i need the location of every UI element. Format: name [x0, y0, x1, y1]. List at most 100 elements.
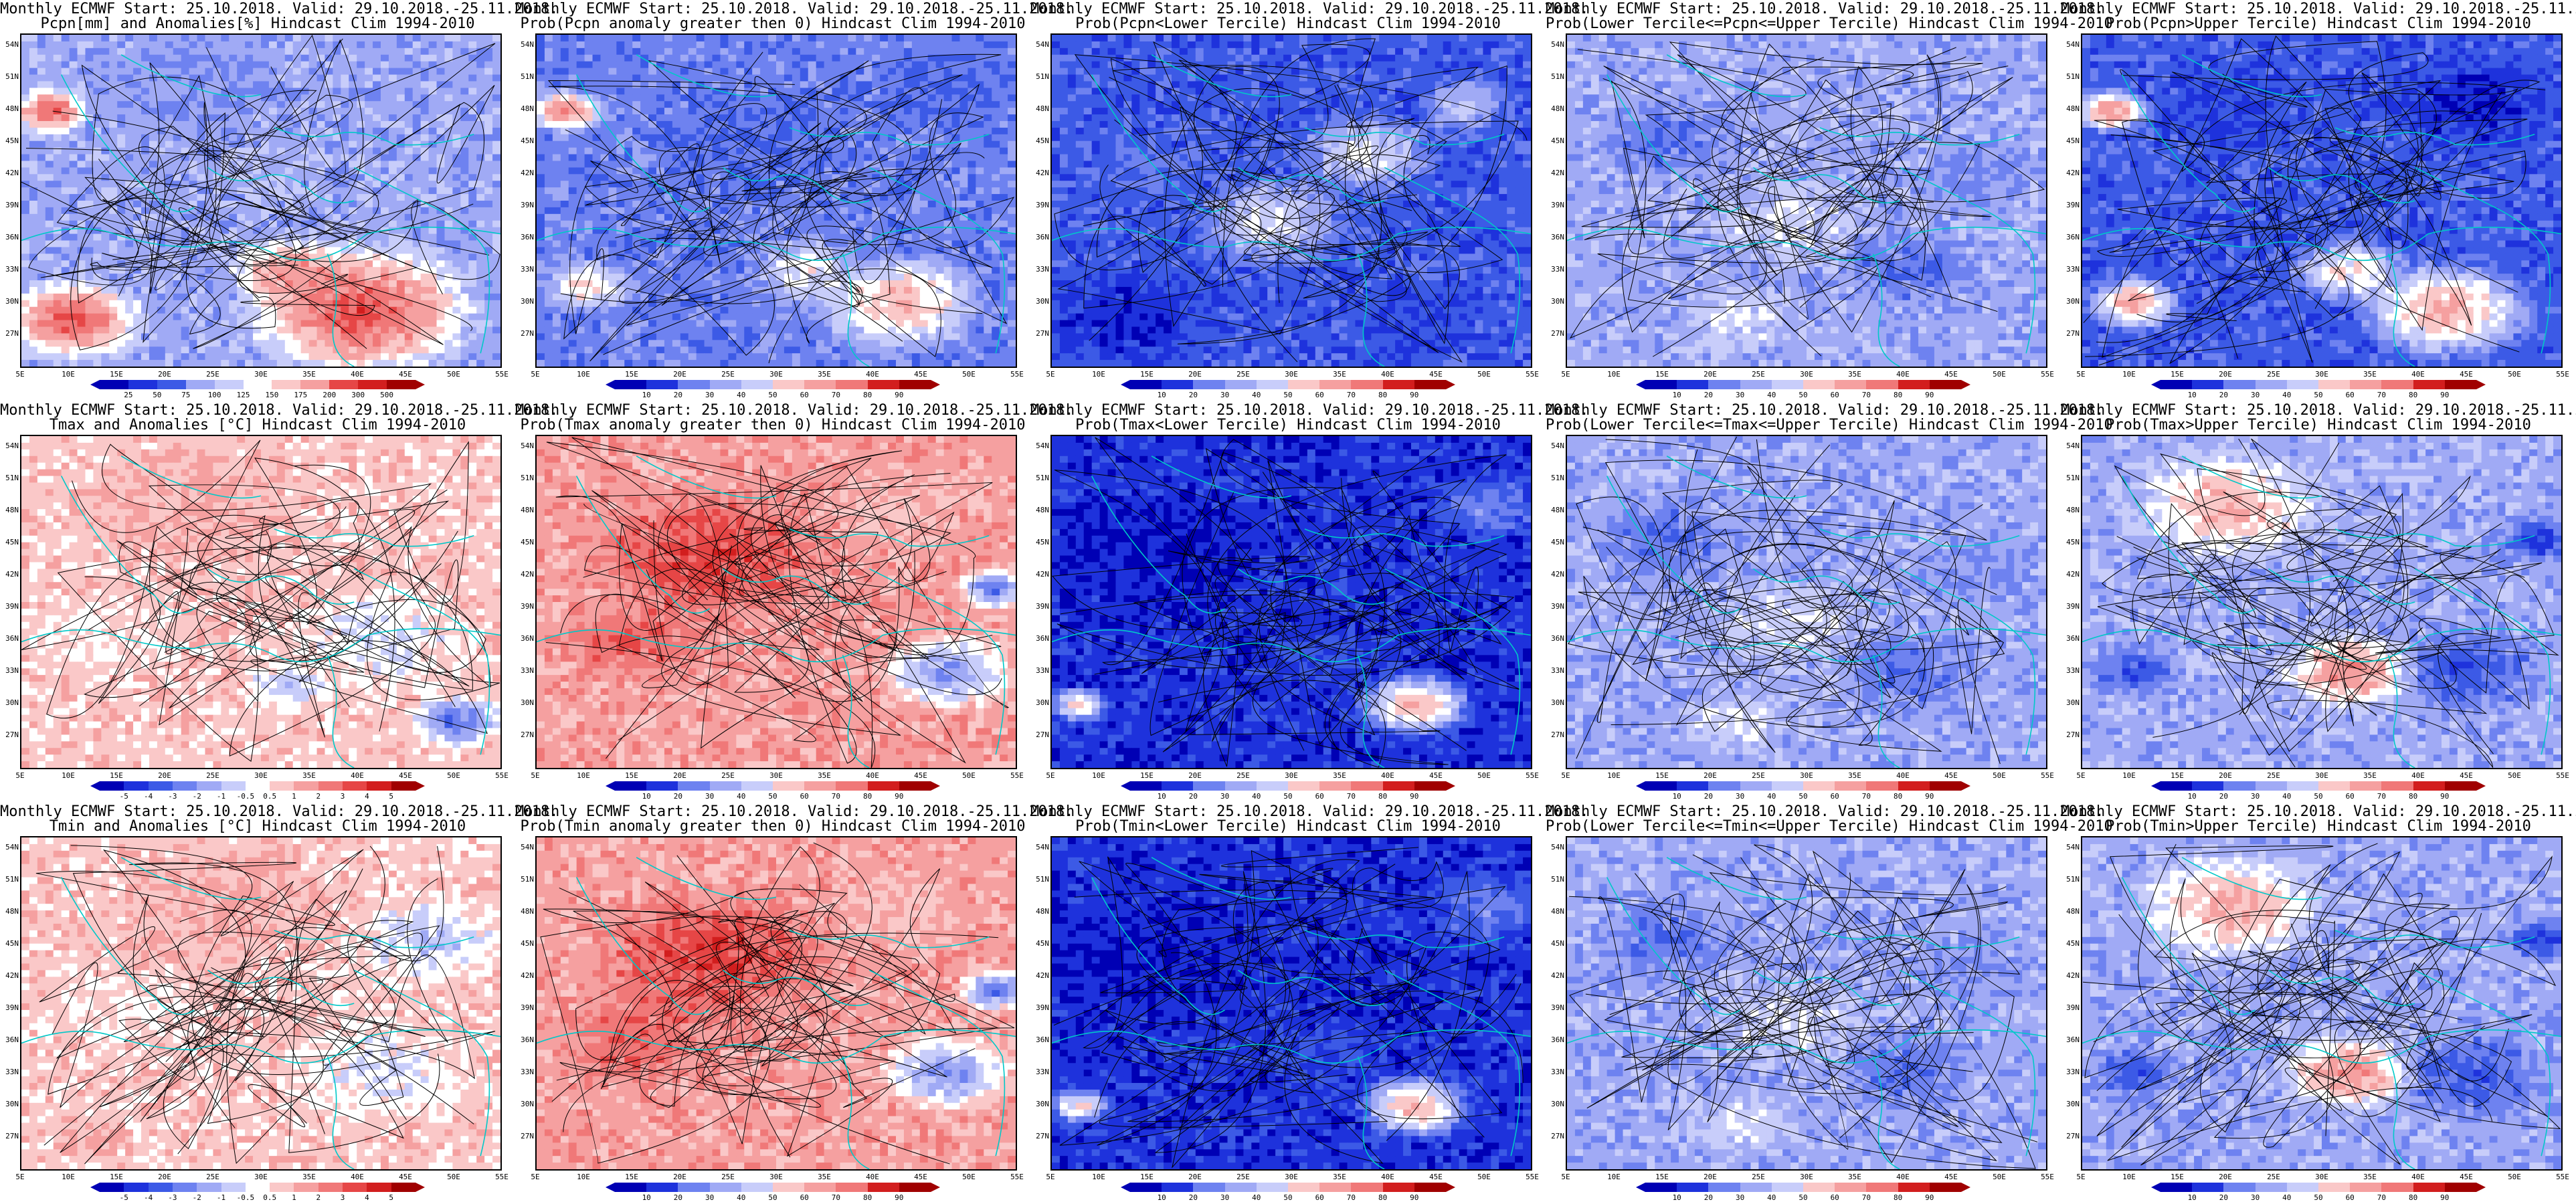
coastline — [1151, 54, 1292, 98]
colorbar-segment — [2286, 1183, 2319, 1192]
colorbar-segment — [1288, 380, 1320, 389]
contour-line — [1663, 439, 2002, 710]
colorbar-segment — [615, 781, 647, 791]
latitude-label: 39N — [517, 201, 534, 209]
contour-line — [1576, 436, 1827, 759]
colorbar-tick-label: 60 — [1831, 1193, 1839, 1202]
longitude-label: 35E — [2363, 1173, 2377, 1181]
longitude-label: 45E — [2460, 1173, 2473, 1181]
contour-line — [543, 884, 955, 1062]
latitude-label: 42N — [1032, 570, 1049, 579]
longitude-label: 30E — [1800, 771, 1813, 780]
forecast-map-panel: Monthly ECMWF Start: 25.10.2018. Valid: … — [2061, 401, 2576, 803]
longitude-label: 10E — [1092, 370, 1105, 379]
colorbar-tick-label: -4 — [144, 792, 153, 801]
contour-line — [585, 100, 983, 362]
longitude-label: 55E — [1526, 1173, 1539, 1181]
longitude-label: 15E — [2171, 370, 2184, 379]
latitude-label: 42N — [1547, 169, 1564, 177]
colorbar-tick-label: 4 — [365, 1193, 369, 1202]
longitude-label: 35E — [302, 771, 316, 780]
coastline — [2181, 456, 2322, 499]
colorbar: -5 -4 -3 -2 -1 -0.5 0.5 1 2 3 4 5 — [90, 1183, 425, 1202]
longitude-label: 5E — [531, 1173, 539, 1181]
contour-line — [72, 862, 440, 1155]
colorbar-tick-label: 70 — [1347, 391, 1356, 399]
contour-line — [1060, 452, 1521, 700]
longitude-label: 50E — [447, 1173, 460, 1181]
contour-line — [2120, 52, 2437, 322]
latitude-label: 27N — [1032, 1132, 1049, 1140]
shaded-field-svg — [21, 35, 500, 367]
colorbar-segment — [1866, 380, 1899, 389]
coastline — [722, 568, 870, 605]
colorbar-tick-label: 80 — [863, 792, 872, 801]
colorbar-tick-label: 30 — [1220, 1193, 1229, 1202]
latitude-label: 51N — [1, 72, 19, 81]
contour-line — [1057, 41, 1417, 334]
colorbar-segment — [1929, 1183, 1962, 1192]
colorbar-max-arrow — [1446, 380, 1455, 389]
latitude-label: 27N — [1032, 730, 1049, 739]
coastline — [1151, 857, 1292, 900]
colorbar-tick-label: 80 — [863, 1193, 872, 1202]
contour-line — [555, 458, 1002, 696]
colorbar-tick-label: 60 — [2346, 792, 2355, 801]
panel-title-line-1: Monthly ECMWF Start: 25.10.2018. Valid: … — [2061, 804, 2576, 820]
colorbar: 10 20 30 40 50 60 70 80 90 — [2151, 1183, 2486, 1202]
longitude-label: 50E — [1477, 1173, 1491, 1181]
colorbar-segment — [1193, 781, 1226, 791]
longitude-label: 35E — [2363, 370, 2377, 379]
coastline — [2082, 226, 2561, 262]
longitude-label: 5E — [2076, 771, 2085, 780]
latitude-label: 45N — [1032, 939, 1049, 948]
colorbar-segment — [1414, 380, 1447, 389]
coastline — [789, 127, 990, 146]
forecast-map-panel: Monthly ECMWF Start: 25.10.2018. Valid: … — [1546, 803, 2113, 1204]
colorbar-tick-label: 100 — [208, 391, 221, 399]
colorbar-tick-label: 30 — [705, 792, 714, 801]
contour-line — [2098, 110, 2478, 366]
longitude-label: 45E — [1429, 1173, 1443, 1181]
longitude-label: 50E — [962, 370, 976, 379]
longitude-label: 20E — [1704, 1173, 1717, 1181]
colorbar-tick-label: 300 — [351, 391, 365, 399]
colorbar-segment — [2381, 380, 2414, 389]
coastline — [1872, 254, 1900, 367]
longitude-label: 10E — [2122, 771, 2136, 780]
colorbar-tick-label: 30 — [1736, 391, 1744, 399]
latitude-label: 33N — [517, 265, 534, 274]
longitude-label: 30E — [254, 370, 268, 379]
latitude-label: 42N — [2062, 169, 2080, 177]
contour-line — [25, 102, 484, 294]
longitude-label: 35E — [1848, 1173, 1861, 1181]
longitude-label: 55E — [2041, 1173, 2054, 1181]
coastline — [722, 969, 870, 1007]
longitude-label: 40E — [2411, 771, 2425, 780]
latitude-label: 45N — [1, 939, 19, 948]
longitude-label: 15E — [1655, 771, 1669, 780]
longitude-label: 55E — [2556, 1173, 2569, 1181]
longitude-label: 55E — [1010, 1173, 1024, 1181]
contour-line — [1669, 41, 1966, 320]
colorbar: 10 20 30 40 50 60 70 80 90 — [606, 1183, 940, 1202]
colorbar-tick-label: 30 — [2251, 391, 2260, 399]
longitude-label: 40E — [1381, 1173, 1394, 1181]
longitude-label: 10E — [577, 1173, 590, 1181]
longitude-label: 30E — [769, 370, 783, 379]
latitude-label: 36N — [517, 1035, 534, 1044]
panel-title-line-1: Monthly ECMWF Start: 25.10.2018. Valid: … — [1546, 804, 2104, 820]
latitude-label: 45N — [2062, 136, 2080, 145]
contour-line — [545, 511, 955, 768]
longitude-label: 55E — [1526, 370, 1539, 379]
contour-line — [1569, 47, 2013, 339]
colorbar-tick-label: -1 — [217, 792, 225, 801]
colorbar-segment — [148, 1183, 173, 1192]
colorbar-segment — [124, 1183, 149, 1192]
latitude-label: 33N — [517, 1068, 534, 1076]
colorbar-tick-label: 25 — [124, 391, 132, 399]
panel-title-line-2: Prob(Lower Tercile<=Tmin<=Upper Tercile)… — [1546, 819, 2113, 835]
longitude-label: 25E — [1752, 1173, 1765, 1181]
longitude-label: 45E — [2460, 771, 2473, 780]
coastline — [1752, 969, 1900, 1007]
